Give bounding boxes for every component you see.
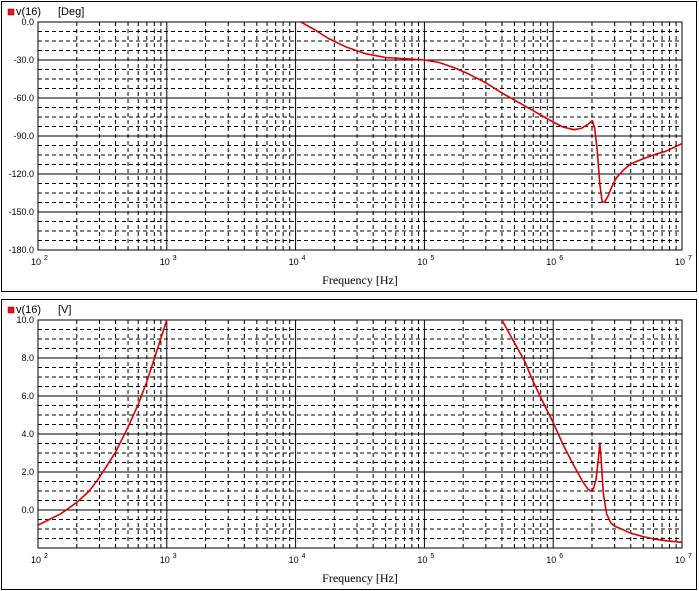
magnitude-x-tick-label: 10 bbox=[160, 555, 170, 565]
phase-y-tick-label: -120.0 bbox=[8, 169, 34, 179]
magnitude-chart-panel: 10.0 8.0 6.0 4.0 2.0 0.0 10 2 10 3 10 4 10 5 10 6 10 7 Fre… bbox=[1, 299, 697, 590]
magnitude-chart: 10.08.06.04.02.00.010 2 10 3 10 4 10 5 10 6 10 7Fre… bbox=[7, 304, 692, 585]
phase-chart-panel: 0.0 -30.0 -60.0 -90.0 -120.0 -150.0 -180.0 10 2 1… bbox=[1, 1, 697, 292]
phase-x-tick-label: 10 bbox=[417, 257, 427, 267]
phase-series-line bbox=[300, 22, 682, 203]
magnitude-legend-marker bbox=[7, 306, 15, 314]
magnitude-x-tick-exponent: 3 bbox=[173, 553, 177, 560]
magnitude-x-tick-exponent: 2 bbox=[44, 553, 48, 560]
phase-x-tick-label: 10 bbox=[160, 257, 170, 267]
magnitude-x-tick-exponent: 6 bbox=[559, 553, 563, 560]
magnitude-x-tick-label: 10 bbox=[289, 555, 299, 565]
magnitude-series-line bbox=[501, 320, 682, 544]
phase-x-tick-exponent: 6 bbox=[559, 255, 563, 262]
phase-x-tick-exponent: 5 bbox=[430, 255, 434, 262]
magnitude-x-axis-label: Frequency [Hz] bbox=[322, 571, 398, 585]
phase-chart: 0.0-30.0-60.0-90.0-120.0-150.0-180.010 2 1… bbox=[7, 6, 692, 287]
phase-legend-marker bbox=[7, 8, 15, 16]
phase-x-tick-label: 10 bbox=[546, 257, 556, 267]
phase-x-tick-label: 10 bbox=[31, 257, 41, 267]
magnitude-y-tick-label: 10.0 bbox=[16, 315, 34, 325]
phase-y-tick-label: -90.0 bbox=[13, 131, 34, 141]
magnitude-y-tick-label: 6.0 bbox=[21, 391, 34, 401]
phase-legend-unit-label: [Deg] bbox=[58, 6, 84, 18]
magnitude-x-tick-label: 10 bbox=[546, 555, 556, 565]
phase-x-tick-exponent: 2 bbox=[44, 255, 48, 262]
magnitude-legend-series-label: v(16) bbox=[16, 304, 41, 316]
phase-x-tick-label: 10 bbox=[675, 257, 685, 267]
phase-x-tick-exponent: 4 bbox=[302, 255, 306, 262]
phase-x-tick-exponent: 7 bbox=[688, 255, 692, 262]
magnitude-series-line bbox=[38, 320, 168, 526]
magnitude-plot-frame bbox=[37, 319, 683, 549]
phase-x-tick-label: 10 bbox=[289, 257, 299, 267]
magnitude-x-tick-exponent: 4 bbox=[302, 553, 306, 560]
magnitude-legend-unit-label: [V] bbox=[58, 304, 71, 316]
magnitude-x-tick-exponent: 7 bbox=[688, 553, 692, 560]
magnitude-x-tick-label: 10 bbox=[417, 555, 427, 565]
phase-y-tick-label: -180.0 bbox=[8, 245, 34, 255]
phase-y-tick-label: -150.0 bbox=[8, 207, 34, 217]
magnitude-x-tick-label: 10 bbox=[675, 555, 685, 565]
phase-y-tick-label: -60.0 bbox=[13, 93, 34, 103]
phase-plot-frame bbox=[37, 21, 683, 251]
magnitude-y-tick-label: 8.0 bbox=[21, 353, 34, 363]
magnitude-x-tick-label: 10 bbox=[31, 555, 41, 565]
phase-x-axis-label: Frequency [Hz] bbox=[322, 273, 398, 287]
magnitude-x-tick-exponent: 5 bbox=[430, 553, 434, 560]
magnitude-y-tick-label: 4.0 bbox=[21, 429, 34, 439]
phase-legend-series-label: v(16) bbox=[16, 6, 41, 18]
magnitude-y-tick-label: 2.0 bbox=[21, 467, 34, 477]
phase-y-tick-label: 0.0 bbox=[21, 17, 34, 27]
phase-x-tick-exponent: 3 bbox=[173, 255, 177, 262]
magnitude-y-tick-label: 0.0 bbox=[21, 505, 34, 515]
phase-y-tick-label: -30.0 bbox=[13, 55, 34, 65]
